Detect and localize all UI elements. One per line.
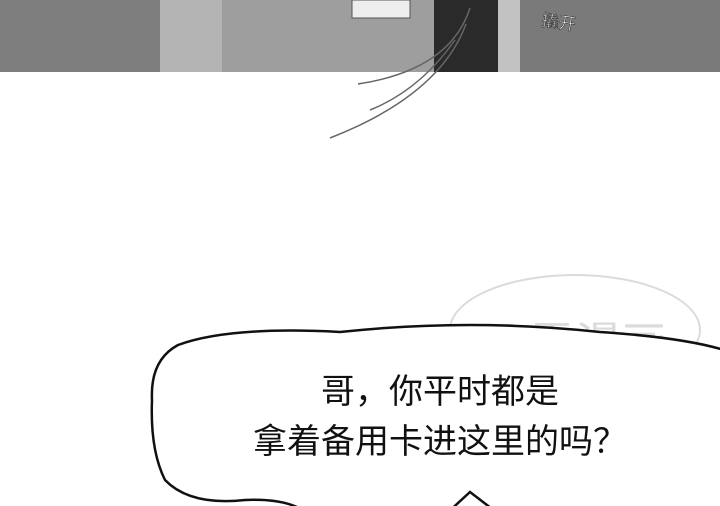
door-frame — [160, 0, 222, 72]
dialogue-line: 拿着备用卡进这里的吗？ — [253, 422, 627, 462]
right-wall — [520, 0, 720, 72]
dialogue-line: 哥，你平时都是 — [321, 372, 559, 412]
top-panel: 撬开 — [0, 0, 720, 72]
speed-lines — [329, 7, 471, 139]
frame-right — [498, 0, 520, 72]
speed-line — [369, 39, 456, 111]
speed-line — [329, 23, 467, 139]
speed-line — [357, 7, 471, 85]
left-wall — [0, 0, 160, 72]
speech-bubble — [150, 323, 720, 506]
card-slot — [351, 0, 411, 19]
door-gap — [434, 0, 498, 72]
